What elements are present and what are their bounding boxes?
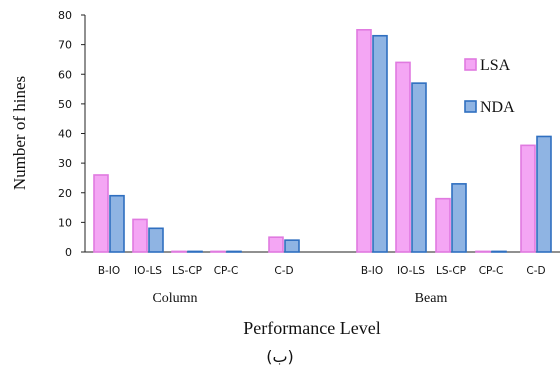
y-tick-label: 60 [58, 68, 72, 81]
bar-lsa [93, 174, 109, 253]
x-tick-label: IO-LS [134, 265, 162, 277]
y-axis-title: Number of hines [10, 76, 29, 190]
bar-nda [372, 34, 388, 253]
group-label: Beam [415, 291, 448, 306]
bar-nda [109, 194, 125, 253]
x-tick-label: CP-C [214, 265, 239, 277]
x-tick-label: B-IO [361, 265, 383, 277]
legend-label-lsa: LSA [480, 57, 511, 74]
y-tick-label: 50 [58, 98, 72, 111]
bar-nda [226, 250, 242, 253]
bar-nda [536, 135, 552, 253]
bar-lsa [132, 218, 148, 253]
y-tick-label: 80 [58, 9, 72, 22]
bar-lsa [395, 61, 411, 253]
y-tick-label: 70 [58, 39, 72, 52]
group-label: Column [152, 291, 197, 306]
bar-lsa [520, 144, 536, 253]
x-tick-label: C-D [274, 265, 293, 277]
bar-nda [411, 82, 427, 253]
x-tick-label: LS-CP [172, 265, 202, 277]
bar-nda [148, 227, 164, 253]
y-tick-label: 30 [58, 157, 72, 170]
legend: LSA NDA [464, 57, 515, 116]
x-tick-label: LS-CP [436, 265, 466, 277]
y-tick-label: 40 [58, 128, 72, 141]
x-tick-label: C-D [526, 265, 545, 277]
y-ticks: 0 10 20 30 40 50 60 70 80 [58, 9, 85, 259]
bar-lsa [268, 236, 284, 253]
x-tick-label: B-IO [98, 265, 120, 277]
legend-swatch-nda [464, 100, 477, 113]
bar-nda [491, 250, 507, 253]
x-tick-labels: B-IO IO-LS LS-CP CP-C C-D B-IO IO-LS LS-CP CP-C C… [98, 265, 546, 277]
bar-nda [451, 183, 467, 253]
group-labels: Column Beam [152, 291, 447, 306]
y-tick-label: 0 [65, 246, 72, 259]
x-tick-label: IO-LS [397, 265, 425, 277]
x-axis-title: Performance Level [243, 318, 380, 338]
bar-nda [187, 250, 203, 253]
figure-caption: (ب) [266, 347, 294, 366]
bar-lsa [210, 250, 226, 253]
y-tick-label: 10 [58, 216, 72, 229]
bar-lsa [475, 250, 491, 253]
chart-axes [84, 15, 560, 253]
bars [93, 29, 552, 253]
legend-swatch-lsa [464, 58, 477, 71]
bar-lsa [435, 197, 451, 253]
bar-lsa [171, 250, 187, 253]
y-tick-label: 20 [58, 187, 72, 200]
bar-lsa [356, 29, 372, 253]
legend-label-nda: NDA [480, 99, 515, 116]
x-tick-label: CP-C [479, 265, 504, 277]
bar-nda [284, 239, 300, 253]
